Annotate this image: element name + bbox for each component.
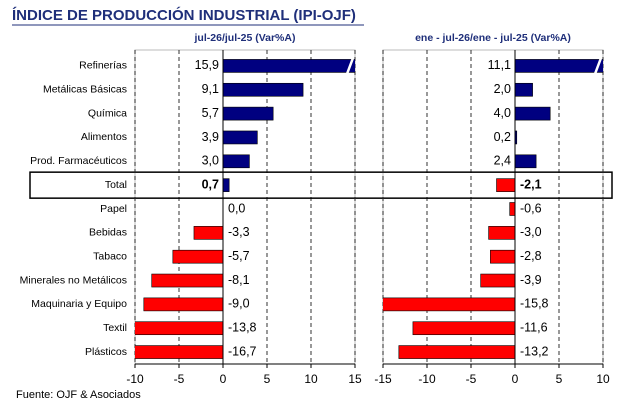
value-label: 4,0 bbox=[494, 106, 511, 120]
x-tick-label: 5 bbox=[556, 372, 563, 386]
x-tick-label: -5 bbox=[174, 372, 185, 386]
category-label: Prod. Farmacéuticos bbox=[30, 155, 127, 167]
bar bbox=[383, 297, 516, 312]
axis-break bbox=[593, 57, 603, 75]
x-tick-label: -5 bbox=[466, 372, 477, 386]
category-label: Bebidas bbox=[89, 227, 127, 239]
bar bbox=[222, 59, 355, 73]
value-label: 3,9 bbox=[202, 130, 219, 144]
value-label: -13,8 bbox=[228, 321, 257, 335]
bar bbox=[222, 82, 304, 97]
category-label: Química bbox=[88, 107, 127, 119]
value-label: -8,1 bbox=[228, 273, 250, 287]
category-label: Metálicas Básicas bbox=[43, 84, 127, 96]
bar bbox=[222, 154, 250, 169]
value-label: -2,1 bbox=[520, 177, 542, 191]
value-label: 0,7 bbox=[202, 177, 219, 191]
category-label: Maquinaria y Equipo bbox=[31, 298, 127, 310]
value-label: 9,1 bbox=[202, 82, 219, 96]
value-label: 0,0 bbox=[228, 201, 245, 215]
x-tick-label: 10 bbox=[596, 372, 610, 386]
value-label: -3,9 bbox=[520, 273, 542, 287]
bar bbox=[222, 130, 258, 145]
category-label: Minerales no Metálicos bbox=[20, 274, 127, 286]
bars bbox=[383, 59, 603, 359]
value-label: 3,0 bbox=[202, 154, 219, 168]
bar bbox=[193, 226, 224, 240]
bar bbox=[222, 106, 274, 121]
category-label: Alimentos bbox=[81, 131, 127, 143]
value-label: -0,6 bbox=[520, 201, 542, 215]
value-label: 0,2 bbox=[494, 130, 511, 144]
axis-break bbox=[345, 57, 355, 75]
subtitle: jul-26/jul-25 (Var%A) bbox=[194, 32, 296, 44]
bar bbox=[509, 202, 516, 216]
x-tick-label: 0 bbox=[220, 372, 227, 386]
value-label: 5,7 bbox=[202, 106, 219, 120]
bar bbox=[143, 297, 224, 312]
x-tick-label: -10 bbox=[126, 372, 144, 386]
value-label: -11,6 bbox=[520, 321, 548, 335]
bar bbox=[514, 106, 551, 121]
bar bbox=[222, 178, 230, 192]
source: Fuente: OJF & Asociados bbox=[16, 389, 141, 401]
value-label: -9,0 bbox=[228, 297, 250, 311]
x-tick-label: 15 bbox=[348, 372, 362, 386]
chart-title: ÍNDICE DE PRODUCCIÓN INDUSTRIAL (IPI-OJF… bbox=[12, 6, 356, 24]
plot-frame bbox=[382, 49, 604, 365]
value-label: -2,8 bbox=[520, 249, 542, 263]
bar bbox=[398, 345, 516, 359]
x-tick-label: 5 bbox=[264, 372, 271, 386]
bar bbox=[496, 178, 516, 192]
category-label: Total bbox=[105, 179, 127, 191]
category-label: Refinerías bbox=[79, 60, 127, 72]
value-label: -16,7 bbox=[228, 344, 257, 358]
category-label: Papel bbox=[100, 203, 127, 215]
highlight-box bbox=[29, 171, 613, 199]
bar bbox=[490, 249, 516, 264]
category-label: Plásticos bbox=[85, 346, 127, 358]
value-label: -3,3 bbox=[228, 225, 250, 239]
value-label: 15,9 bbox=[195, 58, 219, 72]
x-tick-label: 10 bbox=[304, 372, 318, 386]
value-label: 2,0 bbox=[494, 82, 511, 96]
bars bbox=[135, 59, 355, 359]
x-tick-label: 0 bbox=[512, 372, 519, 386]
subtitle: ene - jul-26/ene - jul-25 (Var%A) bbox=[415, 32, 571, 44]
category-label: Tabaco bbox=[93, 250, 127, 262]
value-label: -3,0 bbox=[520, 225, 542, 239]
value-label: -5,7 bbox=[228, 249, 250, 263]
value-label: -13,2 bbox=[520, 344, 549, 358]
value-label: 11,1 bbox=[488, 58, 511, 72]
bar bbox=[514, 82, 533, 97]
bar bbox=[480, 273, 516, 288]
x-tick-label: -10 bbox=[418, 372, 436, 386]
value-label: -15,8 bbox=[520, 297, 549, 311]
bar bbox=[172, 249, 224, 264]
bar bbox=[412, 321, 516, 336]
bar bbox=[514, 154, 537, 169]
category-label: Textil bbox=[103, 322, 127, 334]
bar bbox=[488, 226, 516, 240]
value-label: 2,4 bbox=[494, 154, 511, 168]
bar bbox=[151, 273, 224, 288]
x-tick-label: -15 bbox=[374, 372, 392, 386]
